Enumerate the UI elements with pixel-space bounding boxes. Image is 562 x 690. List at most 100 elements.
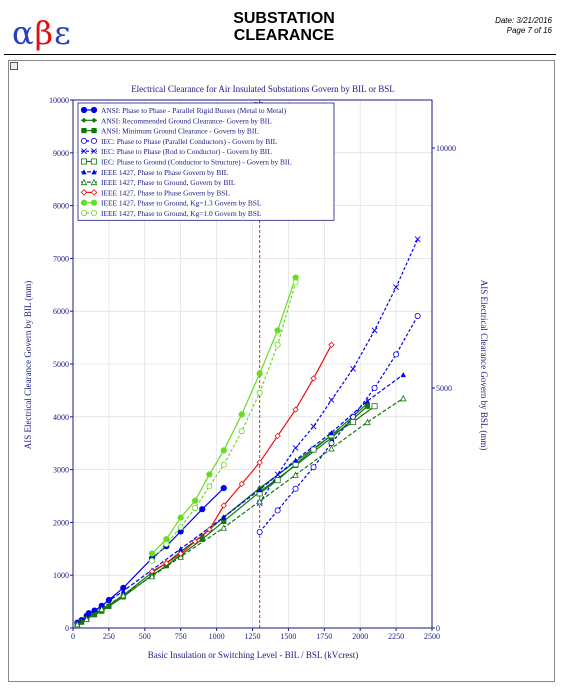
legend-swatch-marker bbox=[81, 117, 87, 123]
series-line bbox=[151, 277, 297, 555]
y-tick-label: 6000 bbox=[53, 307, 69, 316]
data-point bbox=[393, 351, 400, 358]
report-title: SUBSTATION CLEARANCE bbox=[184, 10, 384, 44]
data-point bbox=[206, 526, 213, 533]
x-axis-label: Basic Insulation or Switching Level - BI… bbox=[148, 650, 359, 660]
legend-swatch-marker bbox=[90, 178, 98, 186]
y2-tick-label: 0 bbox=[436, 624, 440, 633]
y-tick-label: 3000 bbox=[53, 466, 69, 475]
legend-item-3: ANSI: Minimum Ground Clearance - Govern … bbox=[81, 127, 259, 136]
x-tick-label: 250 bbox=[103, 632, 115, 641]
legend-label: ANSI: Minimum Ground Clearance - Govern … bbox=[101, 127, 259, 136]
legend-swatch-marker bbox=[80, 178, 88, 186]
data-point bbox=[83, 615, 90, 623]
data-point bbox=[148, 572, 156, 580]
data-point bbox=[414, 312, 421, 319]
series-line bbox=[77, 403, 368, 625]
data-point bbox=[238, 480, 245, 488]
y2-tick-label: 5000 bbox=[436, 384, 452, 393]
page-number: Page 7 of 16 bbox=[506, 26, 552, 35]
data-point bbox=[256, 497, 263, 505]
y-tick-label: 0 bbox=[65, 624, 69, 633]
chart-title: Electrical Clearance for Air Insulated S… bbox=[131, 84, 395, 94]
data-point bbox=[256, 459, 263, 466]
x-tick-label: 2250 bbox=[388, 632, 404, 641]
series-line bbox=[259, 315, 419, 533]
legend-item-10: IEEE 1427, Phase to Ground, Kg=1.3 Gover… bbox=[80, 199, 262, 208]
y-tick-label: 7000 bbox=[53, 254, 69, 263]
legend-item-6: IEC: Phase to Ground (Conductor to Struc… bbox=[81, 158, 292, 167]
data-point bbox=[199, 506, 206, 513]
data-point bbox=[178, 546, 184, 552]
data-point bbox=[371, 327, 378, 334]
data-point bbox=[292, 406, 299, 413]
data-point bbox=[177, 514, 184, 521]
legend-swatch-marker bbox=[81, 158, 88, 165]
data-point bbox=[328, 341, 335, 348]
data-point bbox=[274, 477, 281, 484]
data-point bbox=[274, 327, 281, 334]
x-tick-label: 0 bbox=[71, 632, 75, 641]
legend-swatch-marker bbox=[90, 106, 98, 114]
data-point bbox=[148, 557, 155, 564]
x-tick-label: 1750 bbox=[316, 632, 332, 641]
data-point bbox=[256, 529, 263, 536]
y-axis-label: AIS Electrical Clearance Govern by BIL (… bbox=[23, 281, 33, 450]
x-tick-label: 500 bbox=[139, 632, 151, 641]
legend-swatch-marker bbox=[80, 199, 88, 206]
series-6 bbox=[256, 403, 378, 497]
data-point bbox=[274, 507, 281, 514]
data-point bbox=[163, 541, 170, 548]
legend-label: IEEE 1427, Phase to Ground, Kg=1.0 Gover… bbox=[101, 209, 262, 218]
data-point bbox=[371, 403, 378, 410]
report-title-line1: SUBSTATION bbox=[233, 10, 335, 27]
y-tick-label: 5000 bbox=[53, 360, 69, 369]
series-9 bbox=[148, 341, 335, 575]
legend-swatch-marker bbox=[81, 209, 88, 216]
series-line bbox=[151, 282, 297, 562]
data-point bbox=[191, 497, 199, 504]
data-point bbox=[191, 538, 199, 545]
data-point bbox=[120, 588, 126, 594]
data-point bbox=[79, 619, 85, 625]
legend-item-8: IEEE 1427, Phase to Ground, Govern by BI… bbox=[80, 178, 236, 187]
y2-tick-label: 10000 bbox=[436, 144, 456, 153]
legend-item-9: IEEE 1427, Phase to Phase Govern by BSL bbox=[80, 188, 230, 197]
data-point bbox=[220, 461, 227, 468]
series-2 bbox=[74, 401, 370, 627]
data-point bbox=[220, 502, 227, 509]
legend-label: IEEE 1427, Phase to Ground, Govern by BI… bbox=[101, 178, 236, 187]
report-date: Date: 3/21/2016 bbox=[495, 16, 552, 25]
data-point bbox=[192, 504, 199, 511]
y2-axis-label: AIS Electrical Clearance Govern by BSL (… bbox=[479, 280, 489, 451]
legend-swatch-marker bbox=[81, 128, 87, 134]
data-point bbox=[364, 403, 370, 409]
legend-swatch-marker bbox=[91, 128, 97, 134]
data-point bbox=[310, 423, 317, 430]
axes: 0 250 500 750 1000 1250 1500 1750 2000 2250 250001… bbox=[49, 96, 456, 641]
series-4 bbox=[256, 312, 421, 536]
series-group bbox=[74, 236, 421, 628]
data-point bbox=[310, 375, 317, 382]
y-tick-label: 8000 bbox=[53, 202, 69, 211]
x-tick-label: 2500 bbox=[424, 632, 440, 641]
data-point bbox=[120, 591, 127, 599]
legend-box bbox=[77, 102, 335, 221]
legend-item-5: IEC: Phase to Phase (Rod to Conductor) -… bbox=[81, 147, 272, 156]
data-point bbox=[220, 524, 228, 531]
y-tick-label: 4000 bbox=[53, 413, 69, 422]
data-point bbox=[274, 432, 281, 440]
chart-menu-icon[interactable] bbox=[10, 62, 18, 70]
series-line bbox=[259, 238, 419, 504]
legend-swatch-marker bbox=[81, 169, 87, 175]
legend-label: IEEE 1427, Phase to Ground, Kg=1.3 Gover… bbox=[101, 199, 262, 208]
data-point bbox=[393, 284, 400, 291]
legend: ANSI: Phase to Phase - Parallel Rigid Bu… bbox=[77, 102, 335, 221]
x-tick-label: 1500 bbox=[280, 632, 296, 641]
data-point bbox=[220, 484, 227, 492]
x-tick-label: 1000 bbox=[209, 632, 225, 641]
data-point bbox=[371, 384, 378, 391]
data-point bbox=[199, 536, 205, 542]
data-point bbox=[292, 445, 299, 451]
